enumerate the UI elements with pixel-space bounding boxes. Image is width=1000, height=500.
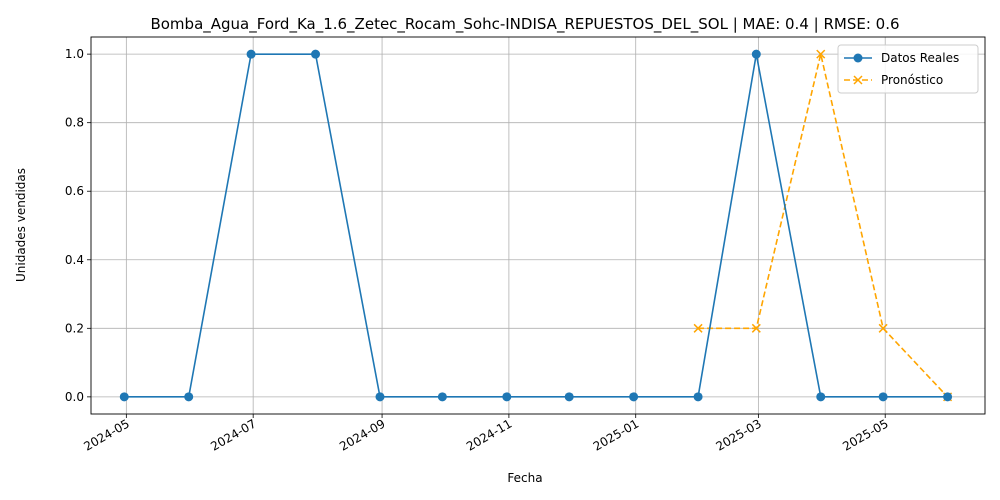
- data-point: [246, 49, 256, 59]
- plot-frame: [90, 36, 986, 415]
- legend-label: Pronóstico: [881, 73, 943, 87]
- datos-reales-line: [124, 53, 948, 398]
- data-point: [751, 49, 761, 59]
- data-point: [693, 392, 703, 402]
- data-point: [311, 49, 321, 59]
- grid: [91, 37, 985, 414]
- data-point: [878, 392, 888, 402]
- data-point: [502, 392, 512, 402]
- y-tick-label: 0.6: [65, 184, 84, 198]
- data-point: [184, 392, 194, 402]
- forecast-point: [878, 323, 888, 333]
- forecast-point: [816, 49, 826, 59]
- marker-stroke: [853, 75, 863, 85]
- legend-box: [837, 44, 979, 94]
- forecast-point: [751, 323, 761, 333]
- y-tick-label: 0.0: [65, 390, 84, 404]
- y-tick-label: 0.8: [65, 116, 84, 130]
- data-point: [437, 392, 447, 402]
- data-point: [816, 392, 826, 402]
- marker-stroke: [816, 49, 826, 59]
- marker-stroke: [878, 323, 888, 333]
- y-axis-label: Unidades vendidas: [14, 168, 28, 282]
- legend: Datos Reales Pronóstico: [837, 44, 979, 94]
- data-point: [853, 53, 863, 63]
- x-axis-label: Fecha: [507, 471, 542, 485]
- forecast-point: [693, 323, 703, 333]
- series-group: [119, 49, 953, 402]
- legend-entry: Pronóstico: [844, 73, 943, 87]
- y-tick-label: 0.4: [65, 253, 84, 267]
- series-datos-reales: [119, 49, 953, 402]
- forecast-point: [853, 75, 863, 85]
- marker-stroke: [693, 323, 703, 333]
- legend-label: Datos Reales: [881, 51, 959, 65]
- chart-title: Bomba_Agua_Ford_Ka_1.6_Zetec_Rocam_Sohc-…: [150, 15, 899, 34]
- y-axis: 0.0 0.2 0.4 0.6 0.8 1.0: [65, 47, 91, 404]
- data-point: [629, 392, 639, 402]
- data-point: [119, 392, 129, 402]
- data-point: [375, 392, 385, 402]
- data-point: [943, 392, 953, 402]
- pronostico-line: [698, 53, 949, 398]
- marker-stroke: [751, 323, 761, 333]
- y-tick-label: 1.0: [65, 47, 84, 61]
- data-point: [564, 392, 574, 402]
- legend-entry: Datos Reales: [844, 51, 959, 65]
- y-tick-label: 0.2: [65, 321, 84, 335]
